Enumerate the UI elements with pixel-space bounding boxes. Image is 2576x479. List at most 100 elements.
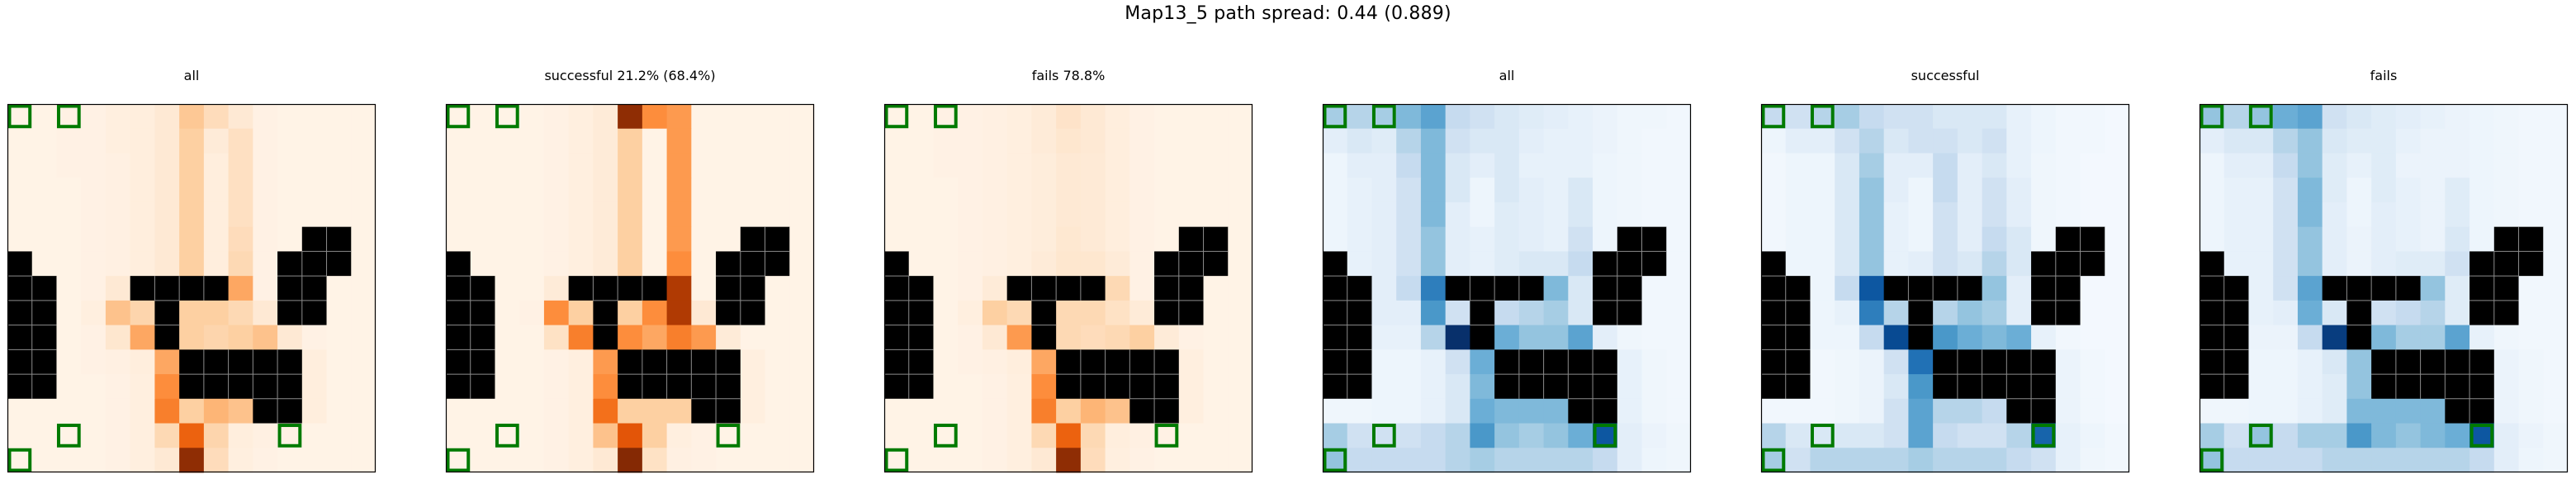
heat-cell [1080,178,1106,203]
heat-cell [1666,276,1692,301]
heat-cell [2105,128,2130,154]
heat-cell [2543,226,2569,252]
heat-cell [1470,448,1495,473]
heat-cell [1006,349,1032,375]
heat-cell [1835,104,1860,130]
heat-cell [2420,325,2446,350]
heat-cell [666,104,692,130]
heat-cell [2420,178,2446,203]
obstacle-cell [301,251,328,277]
heat-cell [958,300,983,326]
heat-cell [154,423,180,448]
heat-cell [2080,423,2105,448]
heat-cell [1203,349,1229,375]
heat-cell [666,423,692,448]
heat-cell [543,374,570,400]
heat-cell [326,202,352,228]
heat-cell [1154,128,1180,154]
heat-cell [326,349,352,375]
heat-cell [56,178,82,203]
obstacle-cell [1518,349,1545,375]
heat-cell [716,325,741,350]
heat-cell [1080,251,1106,277]
heat-cell [884,448,910,473]
heat-cell [1617,128,1643,154]
heat-cell [958,251,983,277]
heat-cell [2248,325,2274,350]
obstacle-cell [277,349,303,375]
heat-cell [982,448,1008,473]
heat-cell [1056,128,1082,154]
obstacle-cell [326,251,352,277]
heat-cell [2055,178,2081,203]
obstacle-cell [31,349,57,375]
heat-cell [7,226,33,252]
obstacle-cell [691,349,717,375]
heat-cell [1396,178,1422,203]
heat-cell [1006,178,1032,203]
heat-cell [593,349,618,375]
obstacle-cell [2493,251,2520,277]
heat-cell [105,226,131,252]
heat-cell [1883,226,1909,252]
heat-cell [1982,423,2007,448]
heat-cell [495,423,520,448]
heat-cell [1543,153,1569,178]
heat-cell [253,423,278,448]
obstacle-cell [1178,226,1205,252]
heat-cell [228,153,253,178]
heat-cell [351,226,376,252]
heat-cell [1445,128,1470,154]
obstacle-cell [179,374,205,400]
heat-cell [1396,300,1422,326]
heat-cell [593,448,618,473]
heat-cell [1543,448,1569,473]
obstacle-cell [2469,398,2495,424]
heat-cell [301,202,328,228]
obstacle-cell [2006,398,2032,424]
heat-cell [1228,325,1253,350]
target-marker [2200,104,2224,129]
heat-cell [2080,128,2105,154]
heat-cell [933,448,959,473]
heat-cell [301,128,328,154]
heat-cell [1810,178,1835,203]
heat-cell [1371,226,1397,252]
heat-cell [228,128,253,154]
heat-cell [470,423,495,448]
heat-cell [105,251,131,277]
heat-cell [351,423,376,448]
heat-cell [1178,202,1205,228]
heat-cell [2297,178,2323,203]
heat-cell [519,374,545,400]
heat-cell [495,202,520,228]
obstacle-cell [1518,374,1545,400]
heat-cell [2055,325,2081,350]
heat-cell [1203,448,1229,473]
heat-cell [618,226,643,252]
heat-cell [908,202,934,228]
heat-cell [1371,104,1397,130]
heat-cell [1154,178,1180,203]
obstacle-cell [2371,349,2397,375]
heat-cell [1080,300,1106,326]
heat-cell [154,398,180,424]
heat-cell [1617,374,1643,400]
heat-cell [1031,202,1057,228]
heat-cell [2395,251,2422,277]
heat-cell [495,398,520,424]
heat-cell [2006,276,2032,301]
heat-cell [1761,178,1787,203]
heat-cell [1982,128,2007,154]
obstacle-cell [1056,276,1082,301]
heat-cell [1031,251,1057,277]
obstacle-cell [1883,276,1909,301]
heat-cell [1835,374,1860,400]
obstacle-cell [1494,374,1520,400]
heat-cell [1883,448,1909,473]
obstacle-cell [2469,300,2495,326]
heat-cell [2445,104,2470,130]
heat-cell [618,128,643,154]
heat-cell [2543,178,2569,203]
obstacle-cell [2493,226,2520,252]
